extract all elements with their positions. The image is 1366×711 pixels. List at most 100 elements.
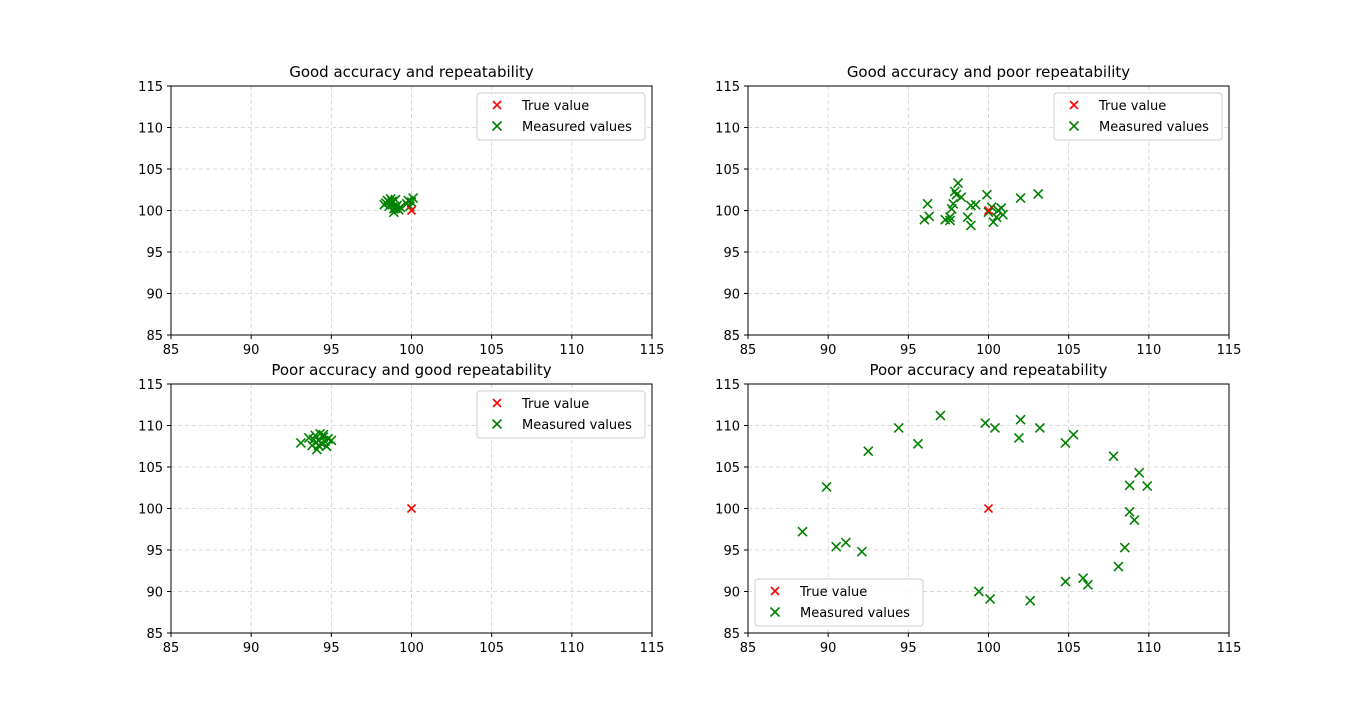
legend-box — [1053, 92, 1223, 141]
true-value-point — [406, 205, 417, 216]
measured-value-point — [1033, 188, 1044, 199]
measured-value-point — [390, 202, 401, 214]
x-tick-label: 105 — [479, 641, 504, 656]
measured-value-point — [1068, 429, 1079, 440]
y-tick-label: 110 — [715, 122, 740, 137]
measured-value-point — [1119, 542, 1130, 553]
y-tick-label: 100 — [138, 205, 163, 220]
legend-marker-measured-values — [491, 120, 503, 132]
y-tick-label: 95 — [146, 544, 163, 559]
legend-box — [754, 578, 924, 627]
measured-value-point — [387, 196, 398, 207]
y-tick-label: 95 — [146, 246, 163, 261]
y-tick-label: 110 — [138, 122, 163, 137]
x-tick-label: 95 — [323, 343, 340, 358]
series-true-value — [406, 205, 417, 216]
measured-value-point — [1129, 515, 1140, 526]
series-measured-values — [295, 428, 337, 455]
true-value-point — [983, 205, 994, 216]
legend-label: True value — [799, 585, 867, 600]
subplot-4: 85 90 95 100 105 110 115 85 90 95 100 105 110 115 Poor… — [715, 361, 1241, 656]
series-measured-values — [797, 410, 1153, 606]
y-tick-label: 105 — [715, 163, 740, 178]
x-tick-label: 90 — [243, 343, 260, 358]
x-tick-label: 85 — [163, 343, 180, 358]
y-tick-label: 90 — [146, 288, 163, 303]
y-tick-label: 110 — [715, 420, 740, 435]
legend: True value Measured values — [476, 390, 646, 439]
x-tick-label: 100 — [976, 641, 1001, 656]
y-tick-label: 100 — [715, 205, 740, 220]
measured-value-point — [912, 438, 924, 449]
y-tick-label: 100 — [138, 503, 163, 518]
measured-value-point — [1134, 467, 1145, 478]
measured-value-point — [924, 211, 935, 222]
y-tick-label: 95 — [723, 246, 740, 261]
measured-value-point — [1013, 432, 1025, 444]
measured-value-point — [401, 198, 412, 209]
x-tick-label: 90 — [820, 343, 837, 358]
measured-value-point — [962, 212, 973, 223]
measured-value-point — [318, 429, 329, 440]
measured-value-point — [308, 434, 319, 445]
measured-value-point — [985, 593, 996, 605]
x-tick-label: 85 — [740, 343, 757, 358]
y-tick-label: 95 — [723, 544, 740, 559]
x-tick-label: 90 — [243, 641, 260, 656]
measured-value-point — [1015, 414, 1026, 425]
series-true-value — [983, 205, 994, 216]
measured-value-point — [952, 178, 964, 189]
legend-label: True value — [521, 397, 589, 412]
measured-value-point — [1025, 595, 1036, 606]
y-tick-label: 110 — [138, 420, 163, 435]
x-tick-label: 115 — [640, 343, 665, 358]
measured-value-point — [1078, 573, 1089, 584]
y-tick-label: 90 — [723, 288, 740, 303]
measured-value-point — [821, 481, 832, 492]
true-value-point — [406, 503, 417, 514]
legend-marker-measured-values — [1068, 120, 1080, 132]
measured-value-point — [970, 199, 981, 210]
measured-value-point — [922, 198, 933, 209]
measured-value-point — [944, 215, 956, 226]
x-tick-label: 90 — [820, 641, 837, 656]
measured-value-point — [1060, 437, 1071, 448]
legend-marker-true-value — [492, 100, 502, 110]
x-tick-label: 105 — [1056, 343, 1081, 358]
x-tick-label: 110 — [559, 343, 584, 358]
legend-label: True value — [521, 99, 589, 114]
x-tick-label: 110 — [1136, 641, 1161, 656]
measured-value-point — [1142, 481, 1153, 492]
measured-value-point — [989, 422, 1000, 434]
measured-value-point — [1108, 451, 1119, 462]
legend: True value Measured values — [754, 578, 924, 627]
legend-marker-true-value — [770, 586, 780, 596]
legend-label: Measured values — [1099, 120, 1209, 135]
measured-value-point — [944, 212, 956, 223]
measured-value-point — [1015, 192, 1026, 204]
y-tick-label: 105 — [138, 163, 163, 178]
y-tick-label: 85 — [146, 627, 163, 642]
legend-label: Measured values — [522, 418, 632, 433]
measured-value-point — [295, 437, 306, 448]
x-tick-label: 100 — [976, 343, 1001, 358]
measured-value-point — [948, 198, 959, 209]
measured-value-point — [1124, 480, 1135, 491]
x-tick-label: 95 — [900, 641, 917, 656]
x-tick-label: 115 — [640, 641, 665, 656]
y-tick-label: 105 — [138, 461, 163, 476]
measured-value-point — [797, 526, 808, 537]
x-tick-label: 100 — [399, 343, 424, 358]
x-tick-label: 115 — [1217, 343, 1242, 358]
measured-value-point — [831, 541, 842, 552]
x-tick-label: 85 — [740, 641, 757, 656]
measured-value-point — [390, 194, 401, 205]
measured-value-point — [980, 417, 991, 429]
measured-value-point — [856, 546, 867, 557]
measured-value-point — [951, 189, 962, 200]
measured-value-point — [997, 209, 1008, 220]
measured-value-point — [973, 586, 984, 597]
measured-value-point — [996, 202, 1007, 214]
x-tick-label: 110 — [559, 641, 584, 656]
